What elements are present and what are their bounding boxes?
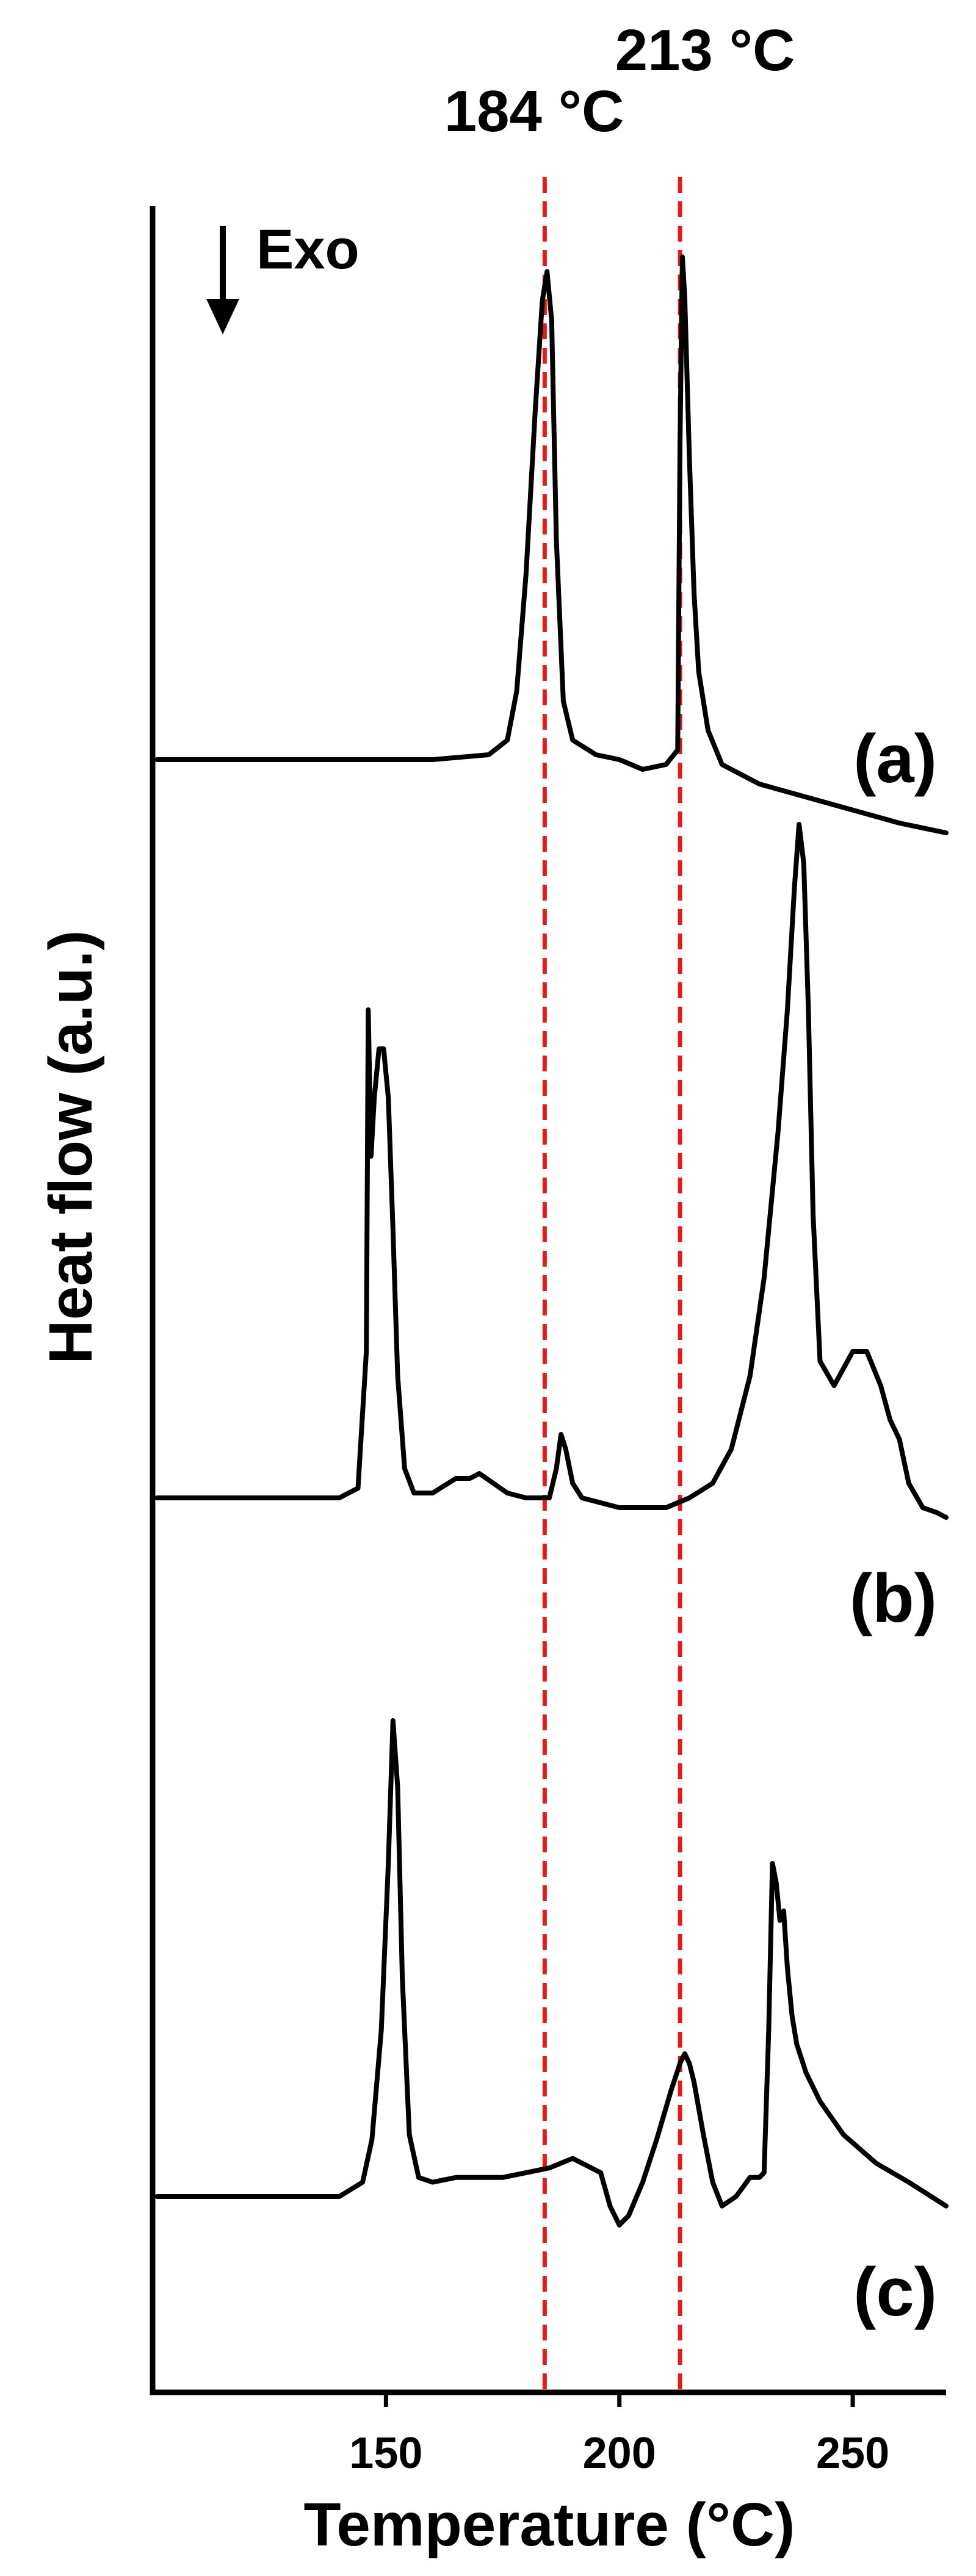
x-tick-label: 150 — [349, 2429, 422, 2478]
reference-label-184: 184 °C — [444, 79, 624, 144]
curve-a — [154, 254, 949, 835]
series-label-b: (b) — [850, 1560, 937, 1636]
curves — [154, 254, 949, 2228]
reference-label-213: 213 °C — [615, 18, 795, 83]
curve-b — [154, 822, 949, 1520]
y-axis-label: Heat flow (a.u.) — [37, 930, 105, 1364]
x-tick-label: 250 — [816, 2429, 889, 2478]
series-label-c: (c) — [853, 2254, 937, 2330]
x-ticks: 150 200 250 — [349, 2392, 889, 2478]
exo-label: Exo — [256, 218, 360, 281]
x-tick-label: 200 — [583, 2429, 656, 2478]
series-label-a: (a) — [853, 721, 937, 797]
exo-arrow-icon — [206, 226, 239, 334]
curve-c — [154, 1718, 949, 2228]
x-axis-label: Temperature (°C) — [304, 2491, 795, 2559]
